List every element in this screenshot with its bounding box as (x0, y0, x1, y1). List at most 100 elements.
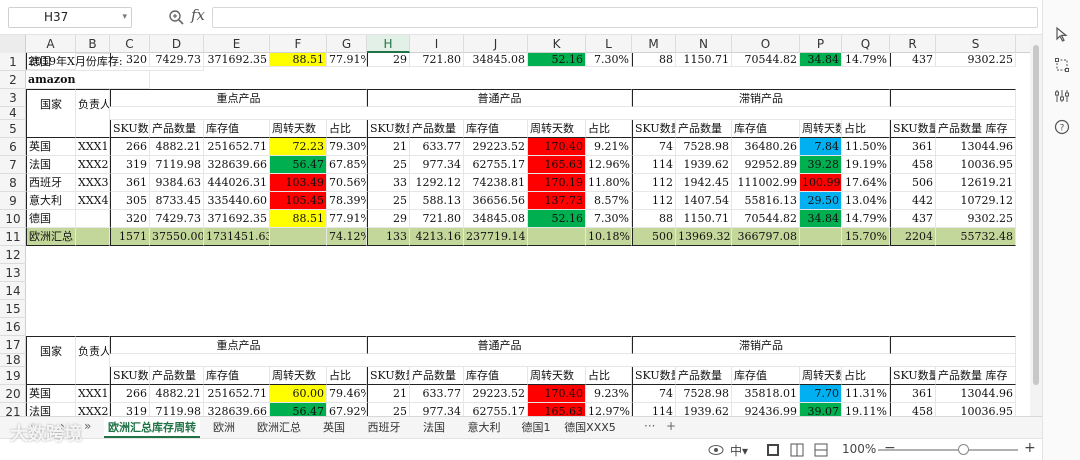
eye-icon[interactable] (708, 443, 724, 457)
country-cell[interactable]: 英国 (26, 385, 76, 403)
value-cell[interactable]: 371692.35 (204, 210, 270, 228)
value-cell[interactable]: 62755.17 (464, 156, 528, 174)
sheet-tab[interactable]: 德国1 (521, 421, 551, 434)
header-sub[interactable]: 占比 (327, 120, 367, 138)
header-sub[interactable]: 周转天数 (800, 367, 842, 385)
value-cell[interactable]: 52.16 (528, 53, 586, 67)
value-cell[interactable]: 60.00 (270, 385, 327, 403)
value-cell[interactable]: 361 (890, 385, 936, 403)
value-cell[interactable]: 266 (110, 385, 150, 403)
header-sub[interactable]: 产品数量 库存 (936, 367, 1016, 385)
header-group-normal[interactable]: 普通产品 (367, 89, 632, 107)
country-cell[interactable]: 法国 (26, 403, 76, 416)
value-cell[interactable]: 79.30% (327, 138, 367, 156)
scrollbar-thumb[interactable] (1033, 45, 1039, 385)
more-tabs-icon[interactable]: ··· (644, 419, 656, 433)
value-cell[interactable]: 70.56% (327, 174, 367, 192)
value-cell[interactable]: 111002.99 (732, 174, 800, 192)
value-cell[interactable]: 21 (367, 385, 410, 403)
value-cell[interactable]: 34845.08 (464, 210, 528, 228)
value-cell[interactable]: 29223.52 (464, 138, 528, 156)
value-cell[interactable]: 88 (632, 210, 676, 228)
column-header-c[interactable]: C (110, 35, 150, 53)
value-cell[interactable]: 92436.99 (732, 403, 800, 416)
column-header-l[interactable]: L (586, 35, 632, 53)
value-cell[interactable]: 7119.98 (150, 156, 204, 174)
value-cell[interactable]: 88.51 (270, 210, 327, 228)
value-cell[interactable]: 1292.12 (410, 174, 464, 192)
formula-input[interactable] (212, 7, 1038, 28)
value-cell[interactable]: 170.40 (528, 385, 586, 403)
value-cell[interactable]: 7.70 (800, 385, 842, 403)
row-header-15[interactable]: 15 (0, 300, 26, 318)
sheet-tab[interactable]: 欧洲汇总库存周转 (104, 417, 200, 438)
header-sub[interactable]: 产品数量 (410, 367, 464, 385)
header-sub[interactable]: SKU数量 (890, 120, 936, 138)
value-cell[interactable]: 251652.71 (204, 385, 270, 403)
value-cell[interactable]: 14.79% (842, 53, 890, 67)
row-header-12[interactable]: 12 (0, 246, 26, 264)
row-header-18[interactable]: 18 (0, 354, 26, 367)
owner-cell[interactable]: XXX4 (76, 192, 110, 210)
value-cell[interactable]: 103.49 (270, 174, 327, 192)
value-cell[interactable]: 328639.66 (204, 403, 270, 416)
value-cell[interactable]: 444026.31 (204, 174, 270, 192)
summary-cell[interactable]: 237719.14 (464, 228, 528, 246)
value-cell[interactable]: 977.34 (410, 403, 464, 416)
summary-cell[interactable]: 133 (367, 228, 410, 246)
column-header-m[interactable]: M (632, 35, 676, 53)
header-sub[interactable]: 周转天数 (528, 367, 586, 385)
summary-cell[interactable]: 74.12% (327, 228, 367, 246)
value-cell[interactable]: 137.73 (528, 192, 586, 210)
value-cell[interactable]: 437 (890, 210, 936, 228)
row-header-10[interactable]: 10 (0, 210, 26, 228)
owner-cell[interactable]: XXX3 (76, 174, 110, 192)
header-sub[interactable]: SKU数量 (110, 367, 150, 385)
header-sub[interactable]: SKU数量 (110, 120, 150, 138)
summary-cell[interactable] (76, 228, 110, 246)
value-cell[interactable]: 12619.21 (936, 174, 1016, 192)
value-cell[interactable]: 9302.25 (936, 53, 1016, 67)
zoom-slider[interactable] (878, 449, 1018, 451)
header-sub[interactable]: 占比 (842, 367, 890, 385)
summary-cell[interactable] (800, 228, 842, 246)
value-cell[interactable]: 11.50% (842, 138, 890, 156)
column-header-b[interactable]: B (76, 35, 110, 53)
transform-icon[interactable] (1054, 57, 1070, 73)
owner-cell[interactable]: XXX1 (76, 385, 110, 403)
column-header-h[interactable]: H (367, 35, 410, 53)
header-sub[interactable]: 周转天数 (800, 120, 842, 138)
value-cell[interactable]: 1939.62 (676, 403, 732, 416)
value-cell[interactable]: 251652.71 (204, 138, 270, 156)
add-sheet-button[interactable]: + (666, 419, 677, 433)
value-cell[interactable]: 1150.71 (676, 53, 732, 67)
header-sub[interactable]: 周转天数 (270, 367, 327, 385)
value-cell[interactable]: 56.47 (270, 156, 327, 174)
zoom-slider-knob[interactable] (958, 444, 969, 455)
magnifier-icon[interactable] (168, 9, 184, 25)
owner-cell[interactable]: XXX2 (76, 156, 110, 174)
value-cell[interactable]: 11.31% (842, 385, 890, 403)
row-header-4[interactable]: 4 (0, 107, 26, 120)
column-header-g[interactable]: G (327, 35, 367, 53)
value-cell[interactable]: 74 (632, 138, 676, 156)
value-cell[interactable]: 371692.35 (204, 53, 270, 67)
sheet-tab[interactable]: 欧洲 (213, 421, 235, 434)
value-cell[interactable]: 10036.95 (936, 156, 1016, 174)
input-mode-icon[interactable]: 中▾ (730, 444, 749, 458)
summary-cell[interactable]: 10.18% (586, 228, 632, 246)
value-cell[interactable]: 29.50 (800, 192, 842, 210)
value-cell[interactable]: 335440.60 (204, 192, 270, 210)
value-cell[interactable]: 266 (110, 138, 150, 156)
row-header-21[interactable]: 21 (0, 403, 26, 416)
value-cell[interactable]: 319 (110, 403, 150, 416)
value-cell[interactable]: 29 (367, 53, 410, 67)
normal-view-icon[interactable] (766, 443, 780, 457)
value-cell[interactable]: 34.84 (800, 210, 842, 228)
value-cell[interactable]: 72.23 (270, 138, 327, 156)
summary-cell[interactable]: 500 (632, 228, 676, 246)
column-header-o[interactable]: O (732, 35, 800, 53)
value-cell[interactable]: 36656.56 (464, 192, 528, 210)
zoom-out-button[interactable]: − (884, 440, 896, 456)
